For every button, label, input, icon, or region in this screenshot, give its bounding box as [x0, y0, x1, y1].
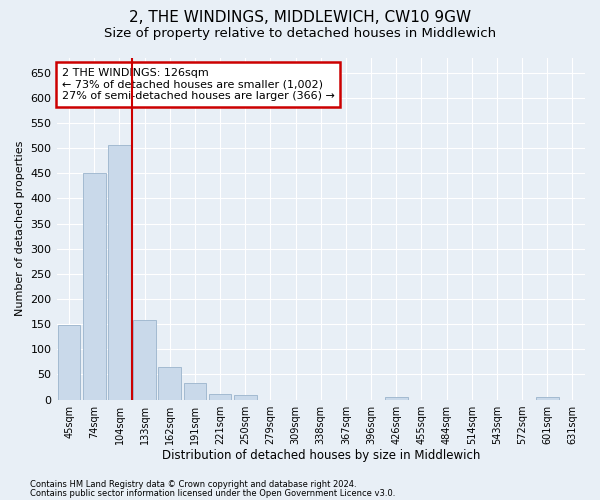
Bar	[58, 325, 80, 400]
Bar	[83, 173, 106, 400]
Text: Size of property relative to detached houses in Middlewich: Size of property relative to detached ho…	[104, 28, 496, 40]
Text: 2, THE WINDINGS, MIDDLEWICH, CW10 9GW: 2, THE WINDINGS, MIDDLEWICH, CW10 9GW	[129, 10, 471, 25]
Bar	[108, 144, 131, 400]
Bar	[133, 320, 156, 400]
Bar	[234, 395, 257, 400]
Bar	[385, 397, 407, 400]
Y-axis label: Number of detached properties: Number of detached properties	[15, 141, 25, 316]
X-axis label: Distribution of detached houses by size in Middlewich: Distribution of detached houses by size …	[161, 450, 480, 462]
Bar	[184, 383, 206, 400]
Bar	[209, 394, 232, 400]
Text: Contains HM Land Registry data © Crown copyright and database right 2024.: Contains HM Land Registry data © Crown c…	[30, 480, 356, 489]
Text: Contains public sector information licensed under the Open Government Licence v3: Contains public sector information licen…	[30, 488, 395, 498]
Bar	[158, 367, 181, 400]
Bar	[536, 397, 559, 400]
Text: 2 THE WINDINGS: 126sqm
← 73% of detached houses are smaller (1,002)
27% of semi-: 2 THE WINDINGS: 126sqm ← 73% of detached…	[62, 68, 335, 101]
